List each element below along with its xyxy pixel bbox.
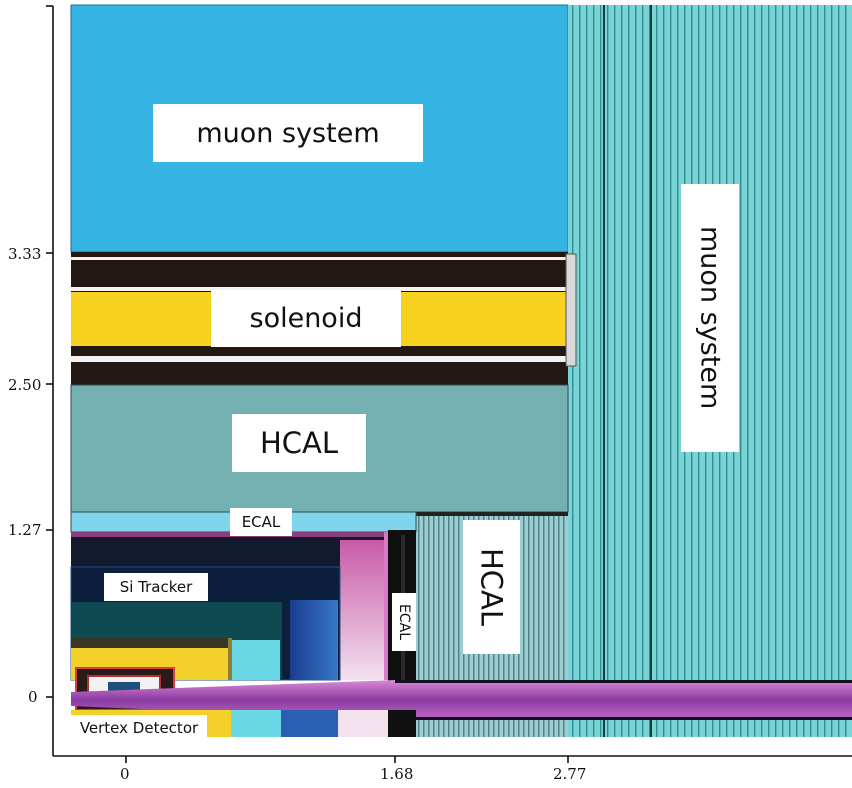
- y-tick-label: 1.27: [8, 521, 42, 539]
- beampipe: [395, 680, 852, 720]
- pink-gradient-region: [340, 540, 388, 680]
- y-tick-label: 2.50: [8, 376, 42, 394]
- label-ecal-endcap: ECAL: [392, 593, 416, 651]
- label-muon-system-barrel: muon system: [153, 104, 423, 162]
- label-vertex-detector: Vertex Detector: [71, 715, 207, 741]
- label-hcal-endcap: HCAL: [463, 520, 520, 654]
- y-tick-label: 3.33: [8, 245, 42, 263]
- label-muon-system-endcap: muon system: [681, 184, 739, 452]
- label-si-tracker: Si Tracker: [104, 573, 208, 601]
- label-hcal-barrel: HCAL: [232, 414, 366, 472]
- x-tick-label: 2.77: [553, 765, 587, 783]
- axes: [46, 5, 852, 763]
- label-solenoid: solenoid: [211, 290, 401, 347]
- x-tick-label: 0: [120, 765, 130, 783]
- y-tick-label: 0: [28, 688, 38, 706]
- x-tick-label: 1.68: [380, 765, 414, 783]
- label-ecal-barrel: ECAL: [230, 508, 292, 536]
